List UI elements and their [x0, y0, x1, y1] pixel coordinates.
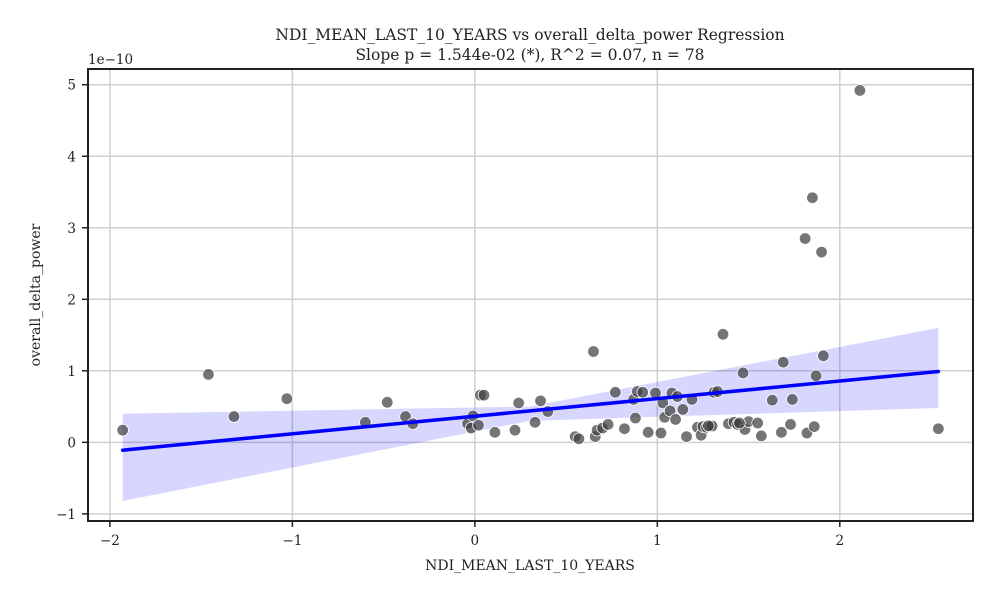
data-point [755, 429, 768, 443]
data-point [280, 392, 294, 405]
data-point [472, 418, 485, 432]
y-tick-label: 4 [67, 149, 76, 165]
data-point [716, 328, 730, 341]
y-tick-label: 1 [67, 364, 76, 380]
data-point [815, 245, 828, 259]
y-tick-label: 3 [67, 221, 76, 237]
plot-frame [87, 68, 974, 522]
data-point [477, 388, 491, 402]
data-point [587, 345, 600, 358]
x-tick-label: −1 [282, 533, 302, 549]
data-point [702, 419, 715, 433]
y-tick-label: 5 [67, 78, 76, 94]
y-tick-label: −1 [56, 507, 76, 523]
data-point [534, 394, 547, 408]
data-point [601, 418, 615, 431]
data-point [641, 426, 655, 439]
data-point [227, 410, 241, 423]
data-point [618, 422, 631, 435]
data-point [751, 416, 764, 430]
data-point [784, 418, 797, 431]
data-point [806, 191, 819, 204]
chart-subtitle: Slope p = 1.544e-02 (*), R^2 = 0.07, n =… [355, 46, 704, 64]
data-point [202, 368, 215, 381]
data-point [508, 423, 522, 437]
data-point [853, 84, 867, 97]
data-point [609, 386, 622, 399]
grid-lines [88, 69, 973, 521]
x-tick-label: 1 [653, 533, 662, 549]
regression-line [120, 369, 941, 452]
regression-line-layer [120, 369, 941, 452]
data-point [654, 426, 668, 440]
y-axis-label: overall_delta_power [28, 223, 44, 366]
x-tick-label: 0 [471, 533, 480, 549]
y-tick-label: 2 [67, 292, 76, 308]
data-point [932, 422, 945, 435]
y-tick-label: 0 [67, 435, 76, 451]
data-point [733, 416, 746, 430]
data-point [786, 393, 799, 406]
data-point [680, 430, 693, 443]
data-point [488, 426, 502, 439]
data-point [116, 423, 129, 437]
chart-title: NDI_MEAN_LAST_10_YEARS vs overall_delta_… [275, 26, 784, 44]
scatter-points [116, 84, 945, 445]
y-axis-offset-label: 1e−10 [88, 52, 133, 68]
data-point [809, 369, 823, 383]
data-point [777, 356, 790, 369]
data-point [736, 366, 750, 380]
x-tick-label: 2 [835, 533, 844, 549]
axis-ticks: −2 −1 0 1 2 −1 0 1 2 3 4 5 [56, 78, 844, 549]
data-point [636, 386, 649, 399]
data-point [572, 432, 586, 445]
data-point [817, 349, 830, 362]
confidence-band-layer [122, 327, 939, 501]
data-point [798, 232, 812, 245]
x-axis-label: NDI_MEAN_LAST_10_YEARS [425, 558, 635, 574]
data-point [766, 393, 779, 407]
data-point [381, 396, 394, 409]
data-point [629, 411, 642, 425]
x-tick-label: −2 [100, 533, 120, 549]
data-point [512, 396, 525, 410]
data-point [676, 403, 690, 416]
data-point [808, 420, 821, 433]
confidence-band [122, 327, 939, 501]
data-point [528, 416, 542, 429]
data-point [775, 426, 788, 439]
data-point [669, 413, 682, 426]
